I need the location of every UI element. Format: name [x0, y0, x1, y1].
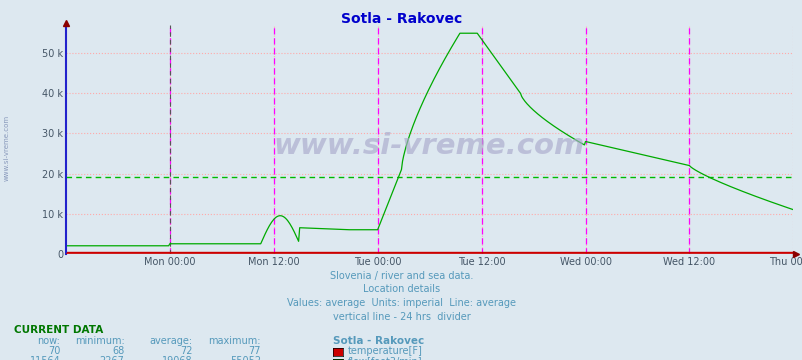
Text: Sotla - Rakovec: Sotla - Rakovec — [333, 336, 424, 346]
Text: minimum:: minimum: — [75, 336, 124, 346]
Text: average:: average: — [149, 336, 192, 346]
Text: 2267: 2267 — [99, 356, 124, 360]
Text: www.si-vreme.com: www.si-vreme.com — [273, 132, 585, 160]
Text: 77: 77 — [248, 346, 261, 356]
Text: temperature[F]: temperature[F] — [347, 346, 422, 356]
Text: 70: 70 — [48, 346, 60, 356]
Text: CURRENT DATA: CURRENT DATA — [14, 325, 103, 335]
Text: 11564: 11564 — [30, 356, 60, 360]
Text: maximum:: maximum: — [209, 336, 261, 346]
Text: www.si-vreme.com: www.si-vreme.com — [3, 114, 10, 181]
Text: Values: average  Units: imperial  Line: average: Values: average Units: imperial Line: av… — [286, 298, 516, 308]
Text: now:: now: — [38, 336, 60, 346]
Text: 68: 68 — [112, 346, 124, 356]
Text: Slovenia / river and sea data.: Slovenia / river and sea data. — [330, 271, 472, 281]
Text: 19068: 19068 — [162, 356, 192, 360]
Text: 55052: 55052 — [229, 356, 261, 360]
Text: Location details: Location details — [363, 284, 439, 294]
Text: Sotla - Rakovec: Sotla - Rakovec — [341, 12, 461, 26]
Text: flow[foot3/min]: flow[foot3/min] — [347, 356, 422, 360]
Text: 72: 72 — [180, 346, 192, 356]
Text: vertical line - 24 hrs  divider: vertical line - 24 hrs divider — [332, 312, 470, 322]
